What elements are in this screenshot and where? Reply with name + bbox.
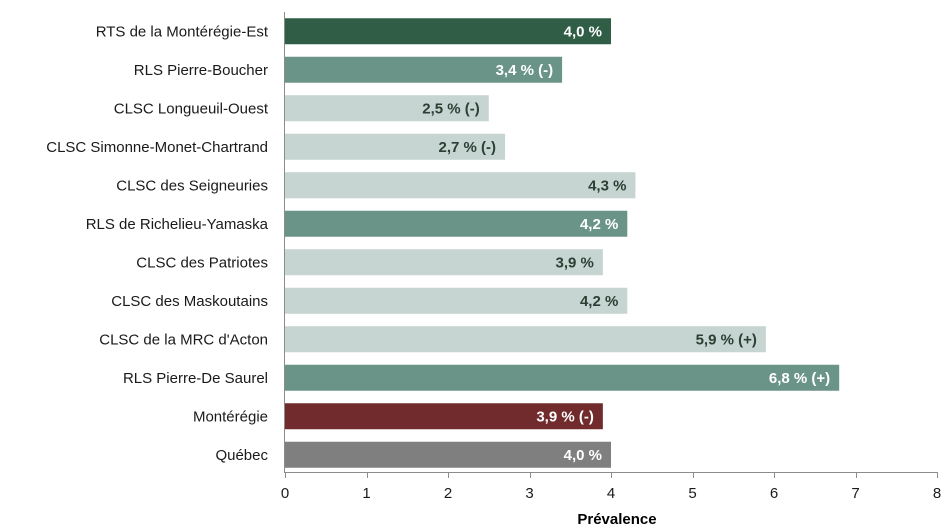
bar — [285, 95, 489, 122]
category-label: RTS de la Montérégie-Est — [96, 23, 269, 40]
bar-value-label: 5,9 % (+) — [696, 331, 757, 348]
axes — [284, 12, 937, 473]
x-axis-title: Prévalence — [577, 511, 656, 527]
x-ticks: 0 1 2 3 4 5 6 7 8 — [281, 472, 941, 502]
bar-value-label: 6,8 % (+) — [769, 370, 830, 387]
bar-value-label: 3,9 % (-) — [536, 408, 594, 425]
category-label: CLSC des Maskoutains — [111, 293, 268, 310]
category-label: CLSC Longueuil-Ouest — [114, 100, 269, 117]
bar — [285, 56, 563, 83]
bar-value-label: 3,9 % — [555, 254, 593, 271]
bar-value-label: 2,7 % (-) — [439, 139, 497, 156]
bar — [285, 441, 611, 468]
bar — [285, 364, 840, 391]
x-tick-label: 0 — [281, 485, 289, 502]
bar-value-label: 2,5 % (-) — [422, 100, 480, 117]
bar — [285, 249, 603, 276]
bar — [285, 403, 603, 430]
category-label: RLS de Richelieu-Yamaska — [86, 216, 269, 233]
bar — [285, 172, 636, 199]
category-label: RLS Pierre-De Saurel — [123, 370, 268, 387]
x-tick-label: 4 — [607, 485, 615, 502]
category-label: CLSC des Patriotes — [136, 254, 268, 271]
bars-group — [285, 18, 840, 468]
x-tick-label: 7 — [851, 485, 859, 502]
category-label: CLSC de la MRC d'Acton — [99, 331, 268, 348]
bar-value-label: 4,0 % — [564, 23, 602, 40]
x-tick-label: 1 — [362, 485, 370, 502]
category-label: Québec — [215, 447, 268, 464]
bar — [285, 287, 628, 314]
data-labels: 4,0 % 3,4 % (-) 2,5 % (-) 2,7 % (-) 4,3 % 4,2… — [422, 23, 830, 464]
bar-value-label: 4,2 % — [580, 216, 618, 233]
x-tick-label: 2 — [444, 485, 452, 502]
bar-value-label: 4,2 % — [580, 293, 618, 310]
category-label: RLS Pierre-Boucher — [134, 62, 268, 79]
x-tick-label: 5 — [688, 485, 696, 502]
bar — [285, 326, 766, 353]
category-label: CLSC des Seigneuries — [116, 177, 268, 194]
x-tick-label: 8 — [933, 485, 941, 502]
bar-value-label: 3,4 % (-) — [496, 62, 554, 79]
bar — [285, 18, 611, 45]
category-labels: RTS de la Montérégie-Est RLS Pierre-Bouch… — [46, 23, 269, 464]
category-label: CLSC Simonne-Monet-Chartrand — [46, 139, 268, 156]
bar — [285, 133, 506, 160]
x-tick-label: 6 — [770, 485, 778, 502]
bar — [285, 210, 628, 237]
bar-value-label: 4,3 % — [588, 177, 626, 194]
x-tick-label: 3 — [525, 485, 533, 502]
category-label: Montérégie — [193, 408, 268, 425]
bar-value-label: 4,0 % — [564, 447, 602, 464]
